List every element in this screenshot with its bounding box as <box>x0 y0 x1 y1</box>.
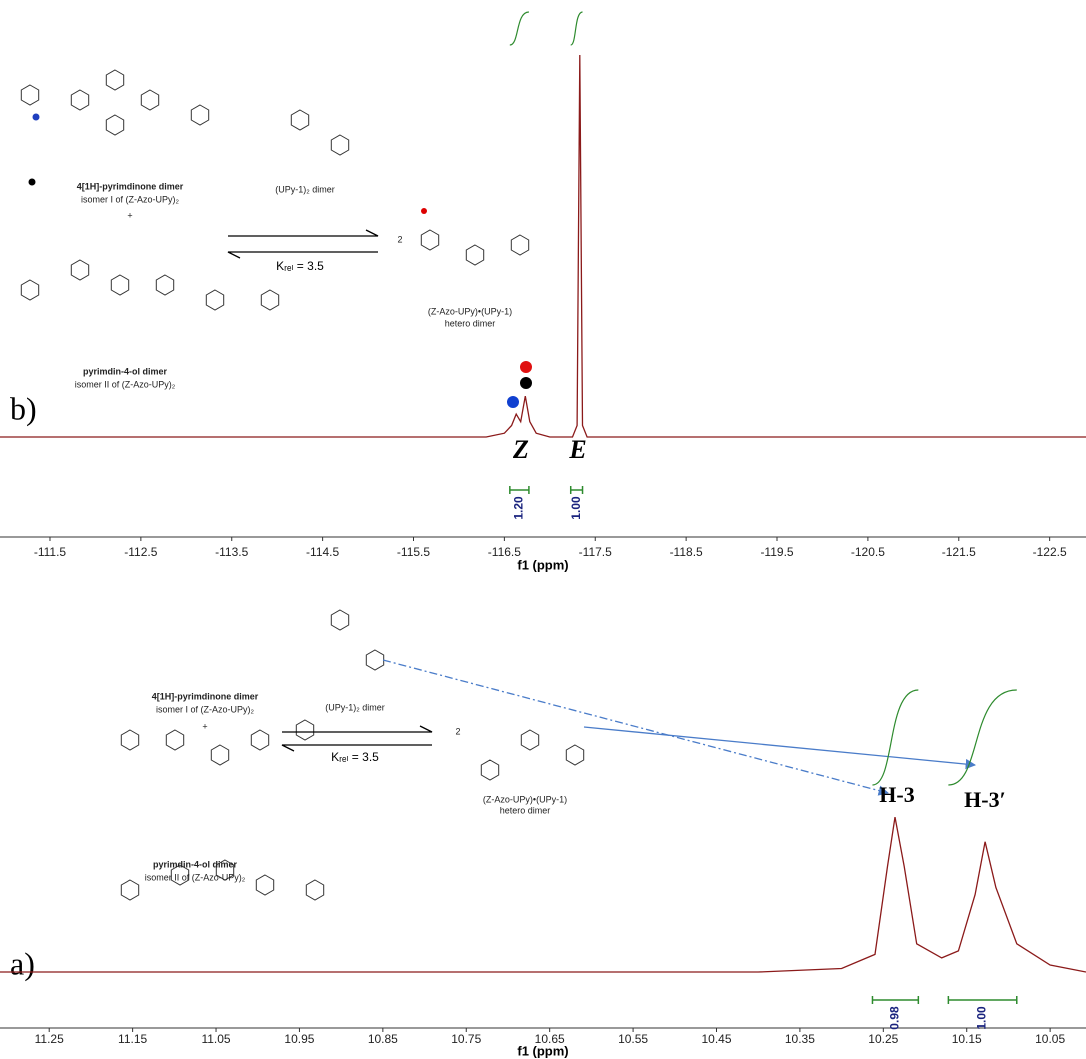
integral-value: 0.98 <box>888 1006 902 1030</box>
x-tick-label: -115.5 <box>397 545 430 559</box>
x-tick-label: -113.5 <box>215 545 248 559</box>
scheme-caption: isomer II of (Z-Azo-UPy)₂ <box>75 379 176 389</box>
x-tick-label: -111.5 <box>34 545 67 559</box>
x-tick-label: 10.95 <box>284 1032 314 1046</box>
integral-curve <box>948 689 1017 786</box>
equilibrium-arrows <box>227 229 433 752</box>
peak-label: H-3′ <box>964 787 1006 812</box>
x-tick-label: -117.5 <box>579 545 612 559</box>
x-tick-label: -118.5 <box>670 545 703 559</box>
scheme-caption: hetero dimer <box>500 805 551 815</box>
x-tick-label: 10.15 <box>952 1032 982 1046</box>
scheme-caption: pyrimdin-4-ol dimer <box>83 366 168 376</box>
x-axis-label: f1 (ppm) <box>517 557 568 572</box>
stoichiometry: 2 <box>397 234 402 244</box>
x-tick-label: -122.5 <box>1033 545 1067 559</box>
scheme-caption: hetero dimer <box>445 318 496 328</box>
integral-bracket <box>569 486 584 494</box>
integral-value: 1.00 <box>569 496 583 520</box>
integral-value: 1.20 <box>512 496 526 520</box>
equilibrium-constant: Kᵣₑₗ = 3.5 <box>276 259 324 273</box>
integral-curve <box>872 689 919 786</box>
scheme-plus: + <box>202 721 207 731</box>
peak-label: E <box>568 435 586 464</box>
spectrum-line <box>0 54 1086 438</box>
integral-curve <box>570 11 583 46</box>
x-tick-label: 11.25 <box>35 1032 64 1046</box>
scheme-caption: (Z-Azo-UPy)•(UPy-1) <box>428 306 512 316</box>
scheme-caption: (UPy-1)₂ dimer <box>275 184 335 194</box>
x-axis-label: f1 (ppm) <box>517 1043 568 1058</box>
x-tick-label: 10.25 <box>868 1032 898 1046</box>
peak-label: Z <box>512 435 529 464</box>
integral-bracket <box>947 996 1018 1004</box>
x-tick-label: -119.5 <box>760 545 793 559</box>
scheme-caption: isomer I of (Z-Azo-UPy)₂ <box>156 704 255 714</box>
integral-bracket <box>871 996 920 1004</box>
x-tick-label: -120.5 <box>851 545 885 559</box>
scheme-caption: (Z-Azo-UPy)•(UPy-1) <box>483 794 567 804</box>
panel-label: a) <box>10 945 35 981</box>
x-tick-label: -116.5 <box>488 545 521 559</box>
spectrum-line <box>0 816 1086 973</box>
scheme-caption: (UPy-1)₂ dimer <box>325 702 385 712</box>
correlation-arrows <box>382 659 977 796</box>
x-tick-label: 11.15 <box>118 1032 147 1046</box>
x-tick-label: 10.35 <box>785 1032 815 1046</box>
markers <box>28 113 532 408</box>
integral-value: 1.00 <box>975 1006 989 1030</box>
stoichiometry: 2 <box>455 726 460 736</box>
x-tick-label: -114.5 <box>306 545 339 559</box>
x-tick-label: 11.05 <box>201 1032 230 1046</box>
scheme-caption: 4[1H]-pyrimdinone dimer <box>152 691 259 701</box>
integral-curve <box>509 11 530 46</box>
x-tick-label: -112.5 <box>124 545 157 559</box>
x-tick-label: 10.85 <box>368 1032 398 1046</box>
scheme-caption: isomer I of (Z-Azo-UPy)₂ <box>81 194 180 204</box>
scheme-caption: isomer II of (Z-Azo-UPy)₂ <box>145 872 246 882</box>
x-tick-label: 10.65 <box>535 1032 565 1046</box>
x-tick-label: 10.55 <box>618 1032 648 1046</box>
integral-bracket <box>509 486 530 494</box>
x-tick-label: 10.45 <box>701 1032 731 1046</box>
x-tick-label: 10.75 <box>451 1032 481 1046</box>
panel-label: b) <box>10 390 37 426</box>
peak-label: H-3 <box>879 782 914 807</box>
equilibrium-constant: Kᵣₑₗ = 3.5 <box>331 750 379 764</box>
scheme-caption: pyrimdin-4-ol dimer <box>153 859 238 869</box>
scheme-caption: 4[1H]-pyrimdinone dimer <box>77 181 184 191</box>
x-tick-label: 10.05 <box>1035 1032 1065 1046</box>
scheme-plus: + <box>127 210 132 220</box>
x-tick-label: -121.5 <box>942 545 976 559</box>
